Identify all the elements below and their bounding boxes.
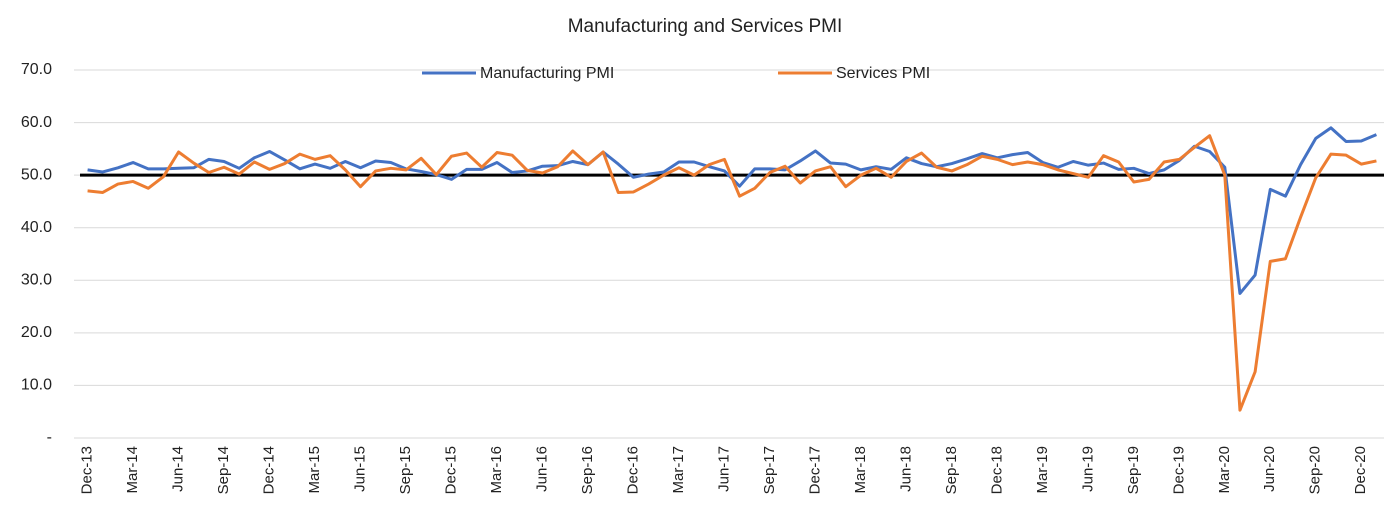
x-tick-label: Mar-20	[1216, 446, 1233, 494]
x-tick-label: Dec-15	[442, 446, 459, 494]
x-tick-label: Dec-14	[261, 446, 278, 494]
x-tick-label: Sep-15	[397, 446, 414, 494]
x-tick-label: Dec-13	[79, 446, 96, 494]
x-tick-label: Sep-16	[579, 446, 596, 494]
x-tick-label: Jun-14	[170, 446, 187, 492]
x-tick-label: Jun-20	[1261, 446, 1278, 492]
x-tick-label: Mar-15	[306, 446, 323, 494]
x-tick-label: Dec-16	[624, 446, 641, 494]
y-tick-label: 70.0	[21, 61, 52, 78]
x-tick-label: Jun-17	[715, 446, 732, 492]
x-tick-label: Dec-20	[1352, 446, 1369, 494]
legend-label: Manufacturing PMI	[480, 65, 614, 82]
legend-label: Services PMI	[836, 65, 930, 82]
x-tick-label: Mar-17	[670, 446, 687, 494]
x-tick-label: Dec-18	[988, 446, 1005, 494]
x-tick-label: Mar-19	[1034, 446, 1051, 494]
x-tick-label: Sep-18	[943, 446, 960, 494]
x-tick-label: Mar-16	[488, 446, 505, 494]
x-tick-label: Jun-19	[1079, 446, 1096, 492]
x-tick-label: Jun-16	[533, 446, 550, 492]
y-tick-label: 60.0	[21, 114, 52, 131]
chart-title: Manufacturing and Services PMI	[568, 16, 843, 37]
x-tick-label: Dec-19	[1170, 446, 1187, 494]
y-tick-label: 40.0	[21, 219, 52, 236]
x-tick-label: Sep-20	[1307, 446, 1324, 494]
x-tick-label: Mar-14	[124, 446, 141, 494]
y-tick-label: 30.0	[21, 272, 52, 289]
x-tick-label: Jun-15	[351, 446, 368, 492]
y-tick-label: 20.0	[21, 324, 52, 341]
x-tick-label: Jun-18	[897, 446, 914, 492]
x-tick-label: Dec-17	[806, 446, 823, 494]
x-tick-label: Sep-19	[1125, 446, 1142, 494]
x-tick-label: Sep-17	[761, 446, 778, 494]
y-tick-label: 50.0	[21, 166, 52, 183]
y-tick-label: -	[47, 429, 52, 446]
series-line	[87, 126, 1377, 295]
x-tick-label: Sep-14	[215, 446, 232, 494]
x-tick-label: Mar-18	[852, 446, 869, 494]
y-tick-label: 10.0	[21, 377, 52, 394]
series-line	[87, 134, 1377, 412]
